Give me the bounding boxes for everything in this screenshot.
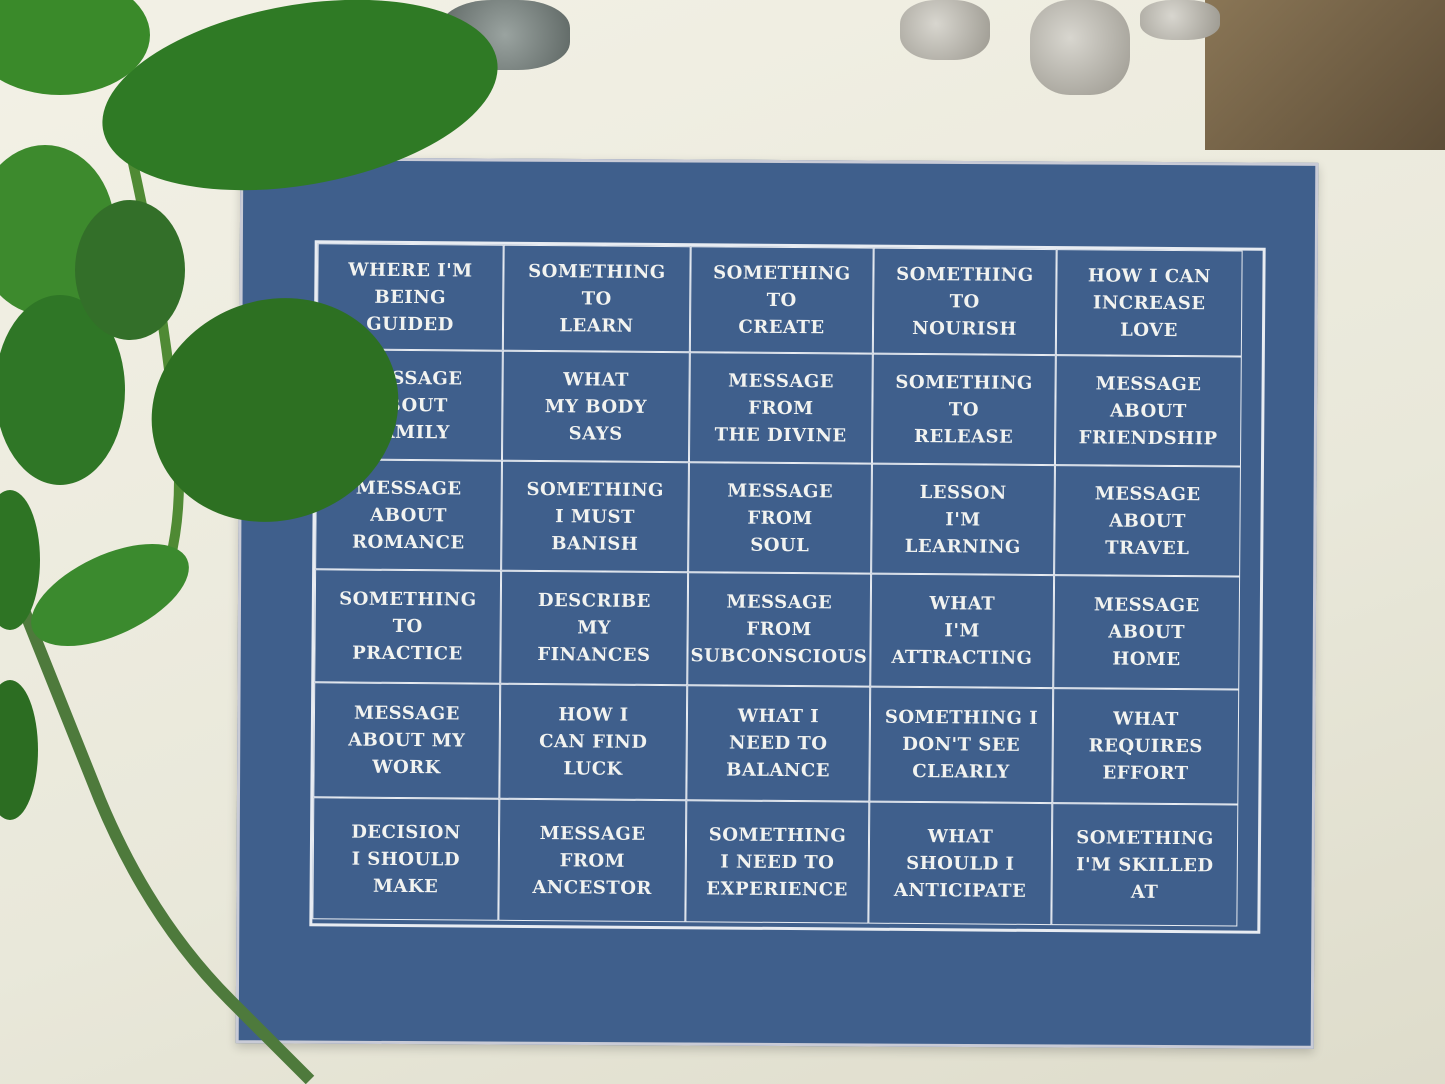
wooden-box xyxy=(1205,0,1445,150)
plant-stem xyxy=(14,597,315,1084)
leaf xyxy=(0,680,38,820)
leaf xyxy=(0,0,150,95)
crystal xyxy=(900,0,990,60)
leaf xyxy=(151,298,399,522)
leaf xyxy=(102,0,498,191)
leaf xyxy=(0,490,40,630)
leaf xyxy=(0,295,125,485)
crystal xyxy=(1140,0,1220,40)
crystal xyxy=(1030,0,1130,95)
leaf xyxy=(75,200,185,340)
leaf xyxy=(31,543,189,647)
